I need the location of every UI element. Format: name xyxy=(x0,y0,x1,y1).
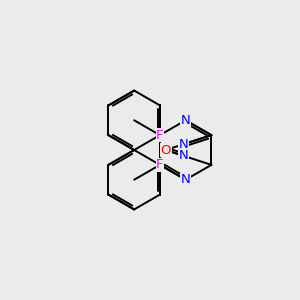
Text: F: F xyxy=(156,129,164,142)
Text: N: N xyxy=(178,149,188,162)
Text: N: N xyxy=(178,138,188,151)
Text: F: F xyxy=(156,158,164,171)
Text: N: N xyxy=(181,114,190,127)
Text: N: N xyxy=(181,173,190,186)
Text: O: O xyxy=(160,143,171,157)
